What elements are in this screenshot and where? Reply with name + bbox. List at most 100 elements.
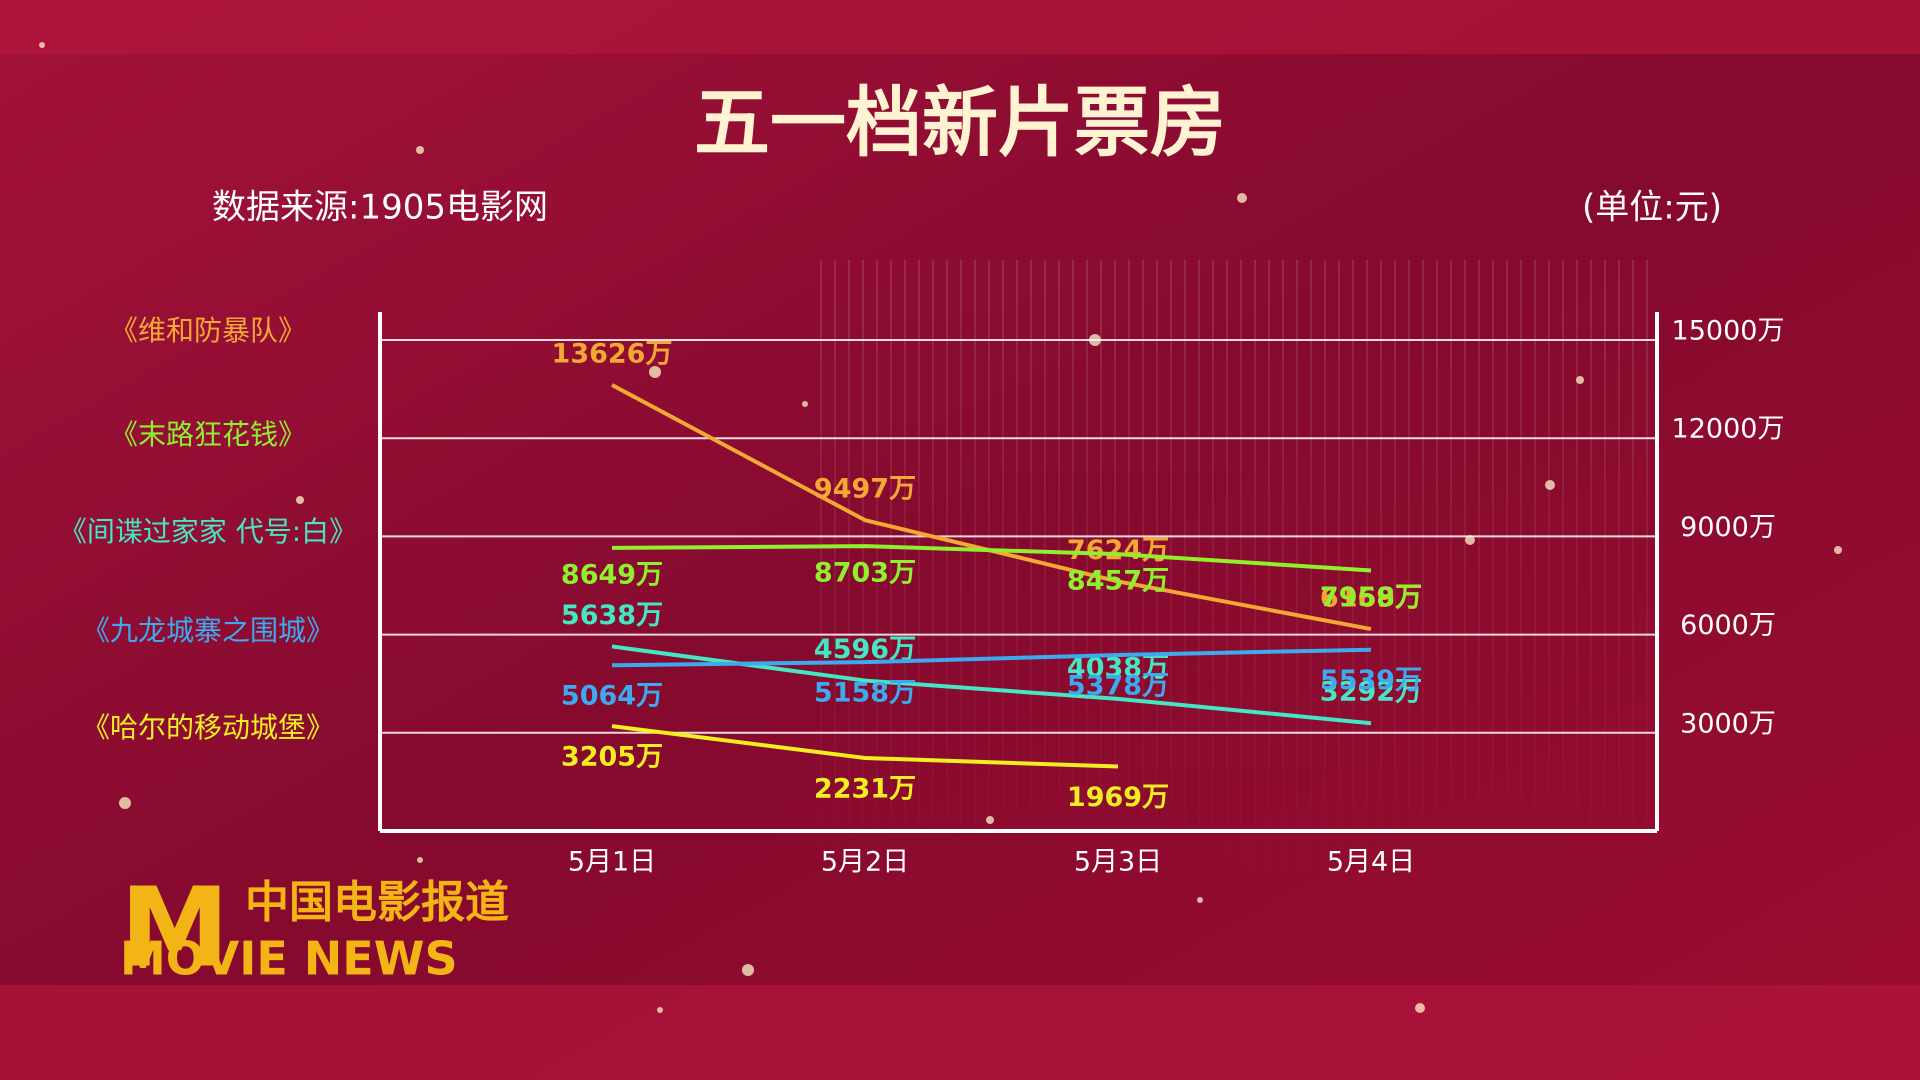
light-stripe — [1142, 260, 1144, 880]
light-stripe — [862, 260, 864, 880]
legend-entry: 《末路狂花钱》 — [110, 418, 306, 451]
light-stripe — [904, 260, 906, 880]
light-stripe — [1114, 260, 1116, 880]
light-stripe — [1086, 260, 1088, 880]
light-stripe — [1016, 260, 1018, 880]
light-stripe — [1324, 260, 1326, 880]
light-stripe — [820, 260, 822, 880]
light-stripe — [960, 260, 962, 880]
data-label: 2231万 — [814, 773, 916, 804]
series-line — [611, 647, 1372, 668]
light-stripe — [1506, 260, 1508, 880]
light-stripe — [946, 260, 948, 880]
legend-entry: 《维和防暴队》 — [110, 314, 306, 347]
sparkle — [657, 1007, 663, 1013]
chart-title: 五一档新片票房 — [694, 78, 1226, 167]
light-stripe — [1604, 260, 1606, 880]
light-stripe — [918, 260, 920, 880]
light-stripe — [1254, 260, 1256, 880]
bottom-band — [0, 985, 1920, 1080]
light-stripe — [1548, 260, 1550, 880]
light-stripe — [974, 260, 976, 880]
x-tick-label: 5月2日 — [821, 847, 909, 878]
data-label: 9497万 — [814, 474, 916, 505]
sparkle — [1197, 897, 1203, 903]
data-label: 13626万 — [552, 338, 673, 369]
data-label: 5539万 — [1320, 665, 1422, 696]
data-label: 3205万 — [561, 742, 663, 773]
sparkle — [416, 146, 424, 154]
light-stripe — [932, 260, 934, 880]
sparkle — [1834, 546, 1842, 554]
series-line — [611, 544, 1372, 573]
light-stripe — [1576, 260, 1578, 880]
light-stripe — [1394, 260, 1396, 880]
x-tick-label: 5月3日 — [1074, 847, 1162, 878]
light-stripe — [848, 260, 850, 880]
light-stripe — [1436, 260, 1438, 880]
light-stripe — [1534, 260, 1536, 880]
light-stripe — [1590, 260, 1592, 880]
light-stripe — [1100, 260, 1102, 880]
light-stripe — [1128, 260, 1130, 880]
data-label: 8703万 — [814, 558, 916, 589]
light-stripe — [1240, 260, 1242, 880]
light-stripe — [1282, 260, 1284, 880]
sparkle — [417, 857, 423, 863]
light-stripe — [1478, 260, 1480, 880]
sparkle — [1237, 193, 1247, 203]
light-stripe — [1268, 260, 1270, 880]
x-tick-label: 5月1日 — [568, 847, 656, 878]
sparkle — [649, 366, 661, 378]
light-stripe — [1492, 260, 1494, 880]
light-stripe — [1464, 260, 1466, 880]
light-stripe — [1212, 260, 1214, 880]
chart-subtitle: 数据来源:1905电影网 — [212, 188, 548, 228]
sparkle — [296, 496, 304, 504]
logo-m: M — [120, 863, 229, 991]
sparkle — [742, 964, 754, 976]
sparkle — [986, 816, 994, 824]
light-stripe — [1198, 260, 1200, 880]
logo-cn: 中国电影报道 — [245, 877, 509, 928]
sparkle — [1576, 376, 1584, 384]
legend-entry: 《哈尔的移动城堡》 — [82, 711, 334, 744]
light-stripe — [988, 260, 990, 880]
light-stripe — [1156, 260, 1158, 880]
light-stripe — [1058, 260, 1060, 880]
data-label: 7958万 — [1320, 582, 1422, 613]
sparkle — [119, 797, 131, 809]
light-stripe — [1408, 260, 1410, 880]
legend-entry: 《九龙城寨之围城》 — [82, 614, 334, 647]
light-stripe — [1632, 260, 1634, 880]
light-stripe — [1450, 260, 1452, 880]
sparkle — [1545, 480, 1555, 490]
light-stripe — [1422, 260, 1424, 880]
x-tick-label: 5月4日 — [1327, 847, 1415, 878]
light-stripe — [1646, 260, 1648, 880]
top-band — [0, 0, 1920, 54]
unit-label: (单位:元) — [1582, 188, 1722, 228]
light-stripe — [1226, 260, 1228, 880]
sparkle — [1465, 535, 1475, 545]
light-stripe — [1002, 260, 1004, 880]
series-line — [611, 724, 1119, 769]
data-label: 8457万 — [1067, 566, 1169, 597]
light-stripe — [1520, 260, 1522, 880]
y-tick-label: 6000万 — [1680, 610, 1776, 641]
light-stripe — [1044, 260, 1046, 880]
sparkle — [39, 42, 45, 48]
data-label: 1969万 — [1067, 782, 1169, 813]
logo: M 中国电影报道 — [120, 863, 509, 991]
y-tick-label: 3000万 — [1680, 708, 1776, 739]
logo-en: MOVIE NEWS — [120, 932, 458, 986]
y-tick-label: 12000万 — [1672, 414, 1785, 445]
decoration — [39, 42, 1842, 1013]
light-stripe — [1310, 260, 1312, 880]
light-stripe — [1380, 260, 1382, 880]
light-stripe — [1296, 260, 1298, 880]
light-stripe — [1562, 260, 1564, 880]
data-label: 3292万 — [1320, 677, 1422, 708]
light-stripe — [1030, 260, 1032, 880]
data-label: 7624万 — [1067, 535, 1169, 566]
